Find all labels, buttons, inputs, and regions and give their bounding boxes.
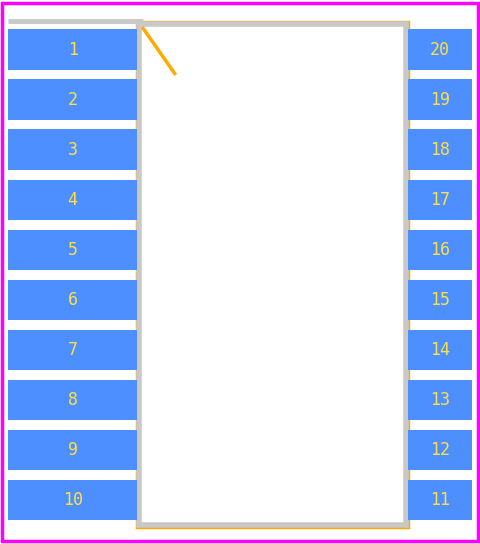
Bar <box>408 29 472 70</box>
Text: 9: 9 <box>68 441 78 459</box>
Text: 20: 20 <box>430 40 450 59</box>
Bar <box>408 129 472 170</box>
Text: 14: 14 <box>430 341 450 359</box>
Bar <box>8 480 137 520</box>
Bar <box>408 330 472 370</box>
Text: 1: 1 <box>68 40 78 59</box>
Text: 10: 10 <box>62 491 83 509</box>
Text: 13: 13 <box>430 391 450 409</box>
Bar <box>408 180 472 220</box>
Text: 2: 2 <box>68 90 78 109</box>
Bar <box>408 380 472 420</box>
Bar <box>408 79 472 120</box>
Text: 12: 12 <box>430 441 450 459</box>
Bar <box>8 180 137 220</box>
Bar <box>8 330 137 370</box>
Text: 15: 15 <box>430 290 450 309</box>
Bar <box>408 430 472 470</box>
Text: 8: 8 <box>68 391 78 409</box>
Text: 19: 19 <box>430 90 450 109</box>
Text: 4: 4 <box>68 190 78 209</box>
Bar <box>8 129 137 170</box>
Bar <box>408 280 472 320</box>
Text: 17: 17 <box>430 190 450 209</box>
Bar <box>8 380 137 420</box>
Text: 7: 7 <box>68 341 78 359</box>
Bar <box>408 230 472 270</box>
Bar <box>408 480 472 520</box>
Bar <box>8 230 137 270</box>
Bar <box>8 29 137 70</box>
Bar <box>139 24 406 525</box>
Text: 16: 16 <box>430 240 450 259</box>
Text: 5: 5 <box>68 240 78 259</box>
Bar <box>8 430 137 470</box>
Text: 6: 6 <box>68 290 78 309</box>
Text: 11: 11 <box>430 491 450 509</box>
Bar <box>8 79 137 120</box>
Text: 18: 18 <box>430 140 450 159</box>
Bar <box>137 22 408 527</box>
Bar <box>8 280 137 320</box>
Text: 3: 3 <box>68 140 78 159</box>
